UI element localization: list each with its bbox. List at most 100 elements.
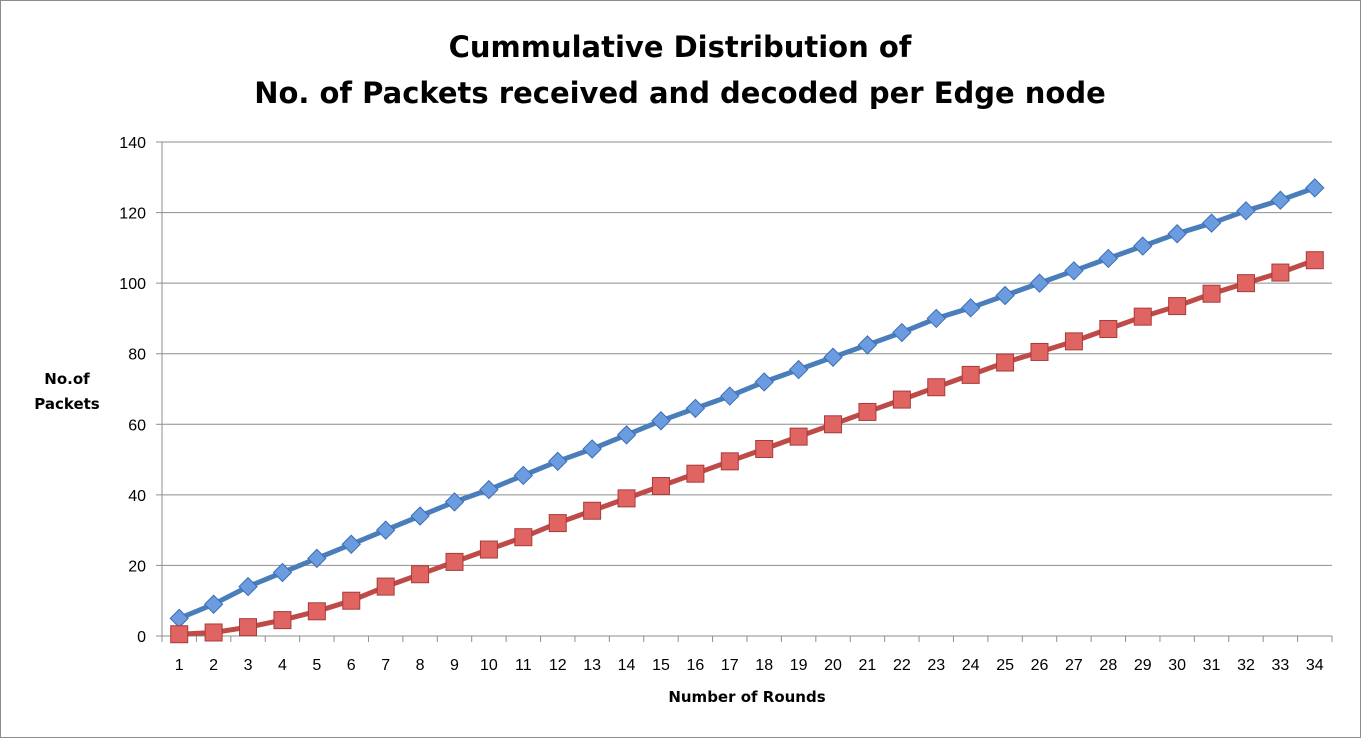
x-tick-label: 15: [652, 657, 670, 674]
series-2-point: [376, 577, 395, 596]
series-1-point: [857, 335, 878, 355]
x-tick-label: 29: [1134, 657, 1152, 674]
series-1-point: [1236, 201, 1256, 221]
series-1-point: [651, 411, 671, 431]
x-tick-label: 11: [515, 657, 532, 674]
series-1-point: [995, 285, 1015, 306]
series-1-point: [926, 308, 946, 329]
series-2: [170, 251, 1324, 644]
series-2-point: [1236, 274, 1255, 293]
series-2-point: [755, 439, 774, 458]
series-2-point: [1305, 251, 1324, 270]
series-2-point: [686, 464, 705, 483]
x-tick-label: 2: [209, 657, 218, 674]
x-tick-label: 26: [1031, 657, 1049, 674]
series-1-point: [1029, 273, 1050, 293]
series-2-point: [548, 514, 567, 533]
series-2-point: [1271, 263, 1290, 282]
x-tick-label: 31: [1203, 657, 1221, 674]
series-1-point: [685, 398, 706, 419]
y-tick-label: 0: [137, 629, 146, 646]
series-2-point: [204, 623, 223, 642]
series-1-point: [307, 548, 327, 569]
series-2-point: [514, 528, 533, 547]
x-tick-label: 12: [549, 657, 567, 674]
series-1-point: [720, 386, 740, 406]
y-axis-ticks: 0 20 40 60 80 100 120 140: [119, 135, 146, 646]
y-axis-label-line-1: No.of: [44, 370, 90, 388]
series-1-point: [1098, 248, 1119, 269]
series-2-line: [179, 257, 1316, 637]
series-2-point: [1064, 332, 1083, 351]
y-tick-label: 40: [128, 488, 146, 505]
series-1-point: [788, 359, 809, 380]
x-tick-label: 16: [686, 657, 704, 674]
series-1-point: [582, 439, 602, 459]
x-axis-label: Number of Rounds: [668, 688, 825, 706]
series-1-point: [479, 479, 499, 500]
series-1-point: [960, 298, 981, 318]
y-tick-label: 100: [119, 276, 146, 293]
x-tick-label: 22: [893, 657, 911, 674]
series-2-point: [927, 378, 946, 397]
x-tick-label: 14: [618, 657, 636, 674]
x-tick-label: 9: [450, 657, 459, 674]
x-tick-label: 5: [312, 657, 321, 674]
series-2-point: [961, 365, 980, 384]
x-tick-label: 1: [175, 657, 184, 674]
series-2-point: [1030, 342, 1049, 361]
x-tick-label: 18: [755, 657, 773, 674]
series-1-point: [238, 576, 258, 597]
x-tick-label: 19: [790, 657, 808, 674]
chart-title-line-1: Cummulative Distribution of: [449, 30, 912, 64]
series-2-point: [411, 565, 430, 584]
y-tick-label: 20: [128, 558, 146, 575]
y-tick-label: 80: [128, 347, 146, 364]
series-2-point: [1168, 297, 1187, 316]
series-2-point: [445, 552, 464, 571]
series-1-point: [1064, 261, 1084, 281]
series-2-point: [720, 452, 739, 471]
series-1-point: [892, 322, 912, 343]
y-tick-label: 140: [119, 135, 146, 152]
x-tick-label: 32: [1237, 657, 1255, 674]
series-1-point: [169, 608, 189, 629]
x-tick-label: 3: [244, 657, 253, 674]
x-tick-label: 25: [996, 657, 1014, 674]
y-tick-label: 120: [119, 206, 146, 223]
x-tick-label: 34: [1306, 657, 1324, 674]
series-2-point: [342, 591, 361, 610]
series-1-point: [754, 372, 774, 392]
series-2-point: [583, 501, 602, 520]
series-1-line: [178, 185, 1316, 621]
x-tick-label: 20: [824, 657, 842, 674]
gridlines: [156, 141, 1333, 642]
series-2-point: [996, 353, 1015, 372]
series-1-point: [1305, 178, 1325, 198]
series-1-point: [410, 506, 430, 526]
series-1-point: [1270, 190, 1291, 210]
y-tick-label: 60: [128, 417, 146, 434]
x-tick-label: 7: [381, 657, 390, 674]
series-1-point: [1133, 236, 1153, 256]
series-2-point: [1202, 284, 1221, 303]
series-2-point: [617, 489, 636, 508]
series-2-point: [789, 427, 808, 446]
series-1: [169, 178, 1325, 629]
x-axis-ticks: 1 2 3 4 5 6 7 8 9 10 11 12 13 14 15 16 17 18 19 20 21 22 23 24 2…: [175, 657, 1324, 674]
series-1-point: [1167, 224, 1187, 244]
series-1-point: [513, 465, 534, 486]
series-2-point: [824, 415, 843, 434]
series-1-point: [616, 425, 637, 445]
series-1-point: [375, 520, 396, 540]
series-2-point: [273, 611, 292, 630]
series-2-point: [1099, 320, 1118, 339]
x-tick-label: 21: [859, 657, 877, 674]
series-2-point: [170, 625, 189, 644]
series-2-point: [858, 402, 877, 421]
series-2-point: [479, 540, 498, 559]
series-1-point: [823, 347, 843, 367]
series-1-point: [1201, 213, 1222, 233]
